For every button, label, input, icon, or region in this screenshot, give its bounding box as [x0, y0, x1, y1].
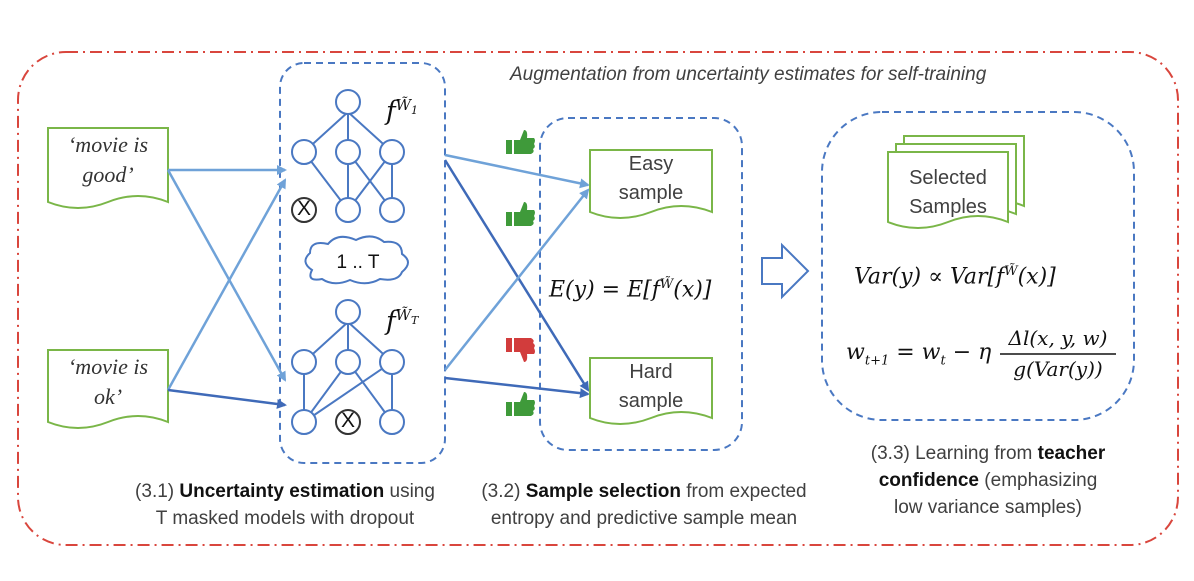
update-formula-lhs: wt+1 = wt − η: [846, 340, 992, 369]
arrow-bottom-to-hard: [444, 376, 590, 399]
outer-frame: [17, 51, 1179, 546]
input-text-good: ‘movie is good’: [48, 130, 168, 190]
model-top-label: fW̃1: [386, 96, 419, 127]
thumbs-down-icon: [506, 338, 535, 362]
loop-label: 1 .. T: [336, 252, 380, 273]
model-container: [279, 62, 446, 464]
input-ok-line1: ‘movie is: [67, 354, 149, 379]
caption-3-line3: low variance samples): [894, 497, 1082, 518]
input-good-line2: good’: [82, 162, 134, 187]
hard-sample-doc: [589, 357, 713, 425]
input-ok-line2: ok’: [93, 384, 123, 409]
caption-1-bold: Uncertainty estimation: [179, 481, 385, 502]
easy-line1: Easy: [628, 153, 674, 175]
network-top: [291, 89, 405, 223]
caption-1-line1: (3.1) Uncertainty estimation using: [100, 478, 470, 505]
arrow-ok-to-bottom: [167, 388, 287, 409]
caption-2-line2: entropy and predictive sample mean: [490, 508, 798, 529]
network-bottom: [291, 299, 405, 435]
arrow-ok-to-top: [166, 178, 287, 391]
caption-2-bold: Sample selection: [525, 481, 681, 502]
dropout-x-icon: X: [296, 197, 311, 220]
input-good-line1: ‘movie is: [67, 132, 149, 157]
thumbs-up-icon: [506, 202, 535, 226]
easy-line2: sample: [618, 182, 684, 204]
caption-learning: (3.3) Learning from teacher confidence (…: [840, 440, 1136, 521]
caption-1-line2: T masked models with dropout: [155, 508, 415, 529]
caption-3-line2: confidence (emphasizing: [840, 467, 1136, 494]
selected-line1: Selected: [909, 167, 987, 189]
caption-2-suffix: from expected: [680, 481, 807, 502]
thumbs-up-icon: [506, 130, 535, 154]
caption-3-bold2: confidence: [878, 470, 980, 491]
caption-1-suffix: using: [384, 481, 435, 502]
diagram-title: Augmentation from uncertainty estimates …: [510, 64, 987, 85]
caption-selection: (3.2) Sample selection from expected ent…: [454, 478, 834, 532]
caption-1-prefix: (3.1): [135, 481, 180, 502]
input-doc-good: [47, 127, 169, 209]
arrow-top-to-hard: [443, 159, 590, 392]
dropout-x-icon: X: [340, 409, 355, 432]
easy-sample-doc: [589, 149, 713, 219]
learning-container: [821, 111, 1135, 421]
block-arrow-icon: [761, 242, 810, 300]
caption-uncertainty: (3.1) Uncertainty estimation using T mas…: [100, 478, 470, 532]
input-text-ok: ‘movie is ok’: [48, 352, 168, 412]
caption-3-line1: (3.3) Learning from teacher: [840, 440, 1136, 467]
hard-line2: sample: [618, 390, 684, 412]
cloud-icon: [304, 235, 409, 285]
selected-line2: Samples: [909, 196, 987, 218]
variance-formula: Var(y) ∝ Var[fW̃(x)]: [854, 264, 1056, 290]
input-doc-ok: [47, 349, 169, 429]
update-formula-denominator: g(Var(y)): [1013, 357, 1103, 381]
selected-samples-text: Selected Samples: [888, 164, 1008, 222]
model-bottom-label: fW̃T: [386, 306, 419, 337]
caption-2-line1: (3.2) Sample selection from expected: [454, 478, 834, 505]
caption-3-bold1: teacher: [1037, 443, 1106, 464]
selected-samples-stack: [887, 135, 1025, 229]
selection-container: [539, 117, 743, 451]
caption-2-prefix: (3.2): [481, 481, 526, 502]
arrow-top-to-easy: [444, 153, 590, 189]
hard-sample-text: Hard sample: [590, 358, 712, 416]
caption-3-suffix2: (emphasizing: [979, 470, 1098, 491]
update-formula-numerator: Δl(x, y, w): [1008, 326, 1108, 350]
hard-line1: Hard: [629, 361, 673, 383]
thumbs-up-icon: [506, 392, 535, 416]
arrow-good-to-bottom: [166, 169, 287, 382]
expectation-formula: E(y) = E[fW̃(x)]: [549, 277, 712, 303]
caption-3-prefix: (3.3) Learning from: [870, 443, 1038, 464]
easy-sample-text: Easy sample: [590, 150, 712, 208]
arrow-bottom-to-easy: [444, 188, 590, 371]
